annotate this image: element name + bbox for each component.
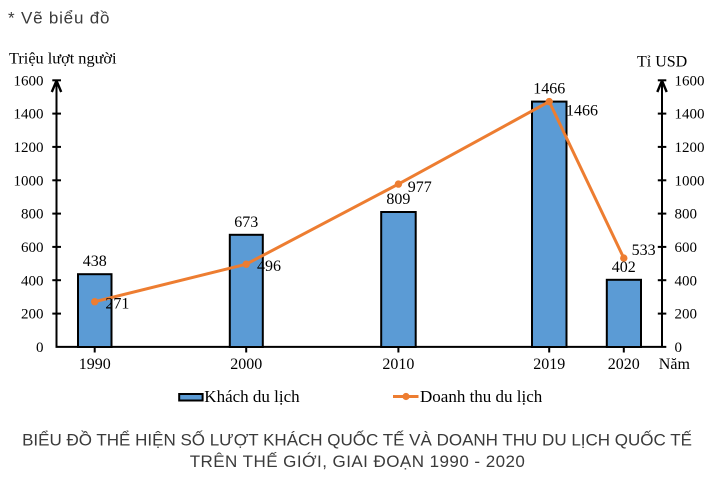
svg-text:1200: 1200	[675, 140, 705, 156]
svg-text:977: 977	[408, 179, 432, 196]
svg-text:1400: 1400	[675, 107, 705, 123]
svg-text:1000: 1000	[675, 173, 705, 189]
svg-text:673: 673	[234, 214, 258, 231]
svg-text:600: 600	[21, 240, 44, 256]
svg-text:BIỂU ĐỒ THỂ HIỆN SỐ LƯỢT KHÁCH: BIỂU ĐỒ THỂ HIỆN SỐ LƯỢT KHÁCH QUỐC TẾ V…	[22, 430, 692, 450]
svg-text:400: 400	[675, 273, 698, 289]
svg-text:1200: 1200	[14, 140, 44, 156]
svg-text:Doanh thu du lịch: Doanh thu du lịch	[420, 387, 543, 406]
svg-text:Năm: Năm	[659, 356, 691, 373]
svg-text:1400: 1400	[14, 107, 44, 123]
svg-text:1600: 1600	[14, 73, 44, 89]
svg-text:0: 0	[36, 340, 44, 356]
svg-text:438: 438	[83, 253, 107, 270]
svg-text:1466: 1466	[566, 103, 598, 120]
svg-text:1990: 1990	[79, 356, 111, 373]
svg-text:496: 496	[257, 258, 281, 275]
svg-text:Khách du lịch: Khách du lịch	[204, 387, 300, 406]
svg-text:2019: 2019	[533, 356, 565, 373]
svg-text:Tỉ USD: Tỉ USD	[637, 54, 687, 71]
svg-text:0: 0	[675, 340, 683, 356]
svg-text:400: 400	[21, 273, 44, 289]
svg-text:809: 809	[386, 191, 410, 208]
svg-text:1000: 1000	[14, 173, 44, 189]
svg-text:2000: 2000	[230, 356, 262, 373]
svg-text:2020: 2020	[608, 356, 640, 373]
svg-text:TRÊN THẾ GIỚI, GIAI ĐOẠN 1990: TRÊN THẾ GIỚI, GIAI ĐOẠN 1990 - 2020	[190, 452, 526, 471]
svg-text:Triệu lượt người: Triệu lượt người	[9, 49, 117, 68]
svg-text:200: 200	[21, 307, 44, 323]
svg-text:271: 271	[105, 295, 129, 312]
svg-text:800: 800	[675, 207, 698, 223]
svg-text:600: 600	[675, 240, 698, 256]
svg-text:533: 533	[632, 242, 656, 259]
svg-text:1600: 1600	[675, 73, 705, 89]
svg-text:1466: 1466	[533, 81, 565, 98]
svg-text:* Vẽ biểu đồ: * Vẽ biểu đồ	[8, 9, 110, 28]
svg-text:2010: 2010	[382, 356, 414, 373]
svg-text:402: 402	[612, 259, 636, 276]
svg-text:800: 800	[21, 207, 44, 223]
svg-text:200: 200	[675, 307, 698, 323]
